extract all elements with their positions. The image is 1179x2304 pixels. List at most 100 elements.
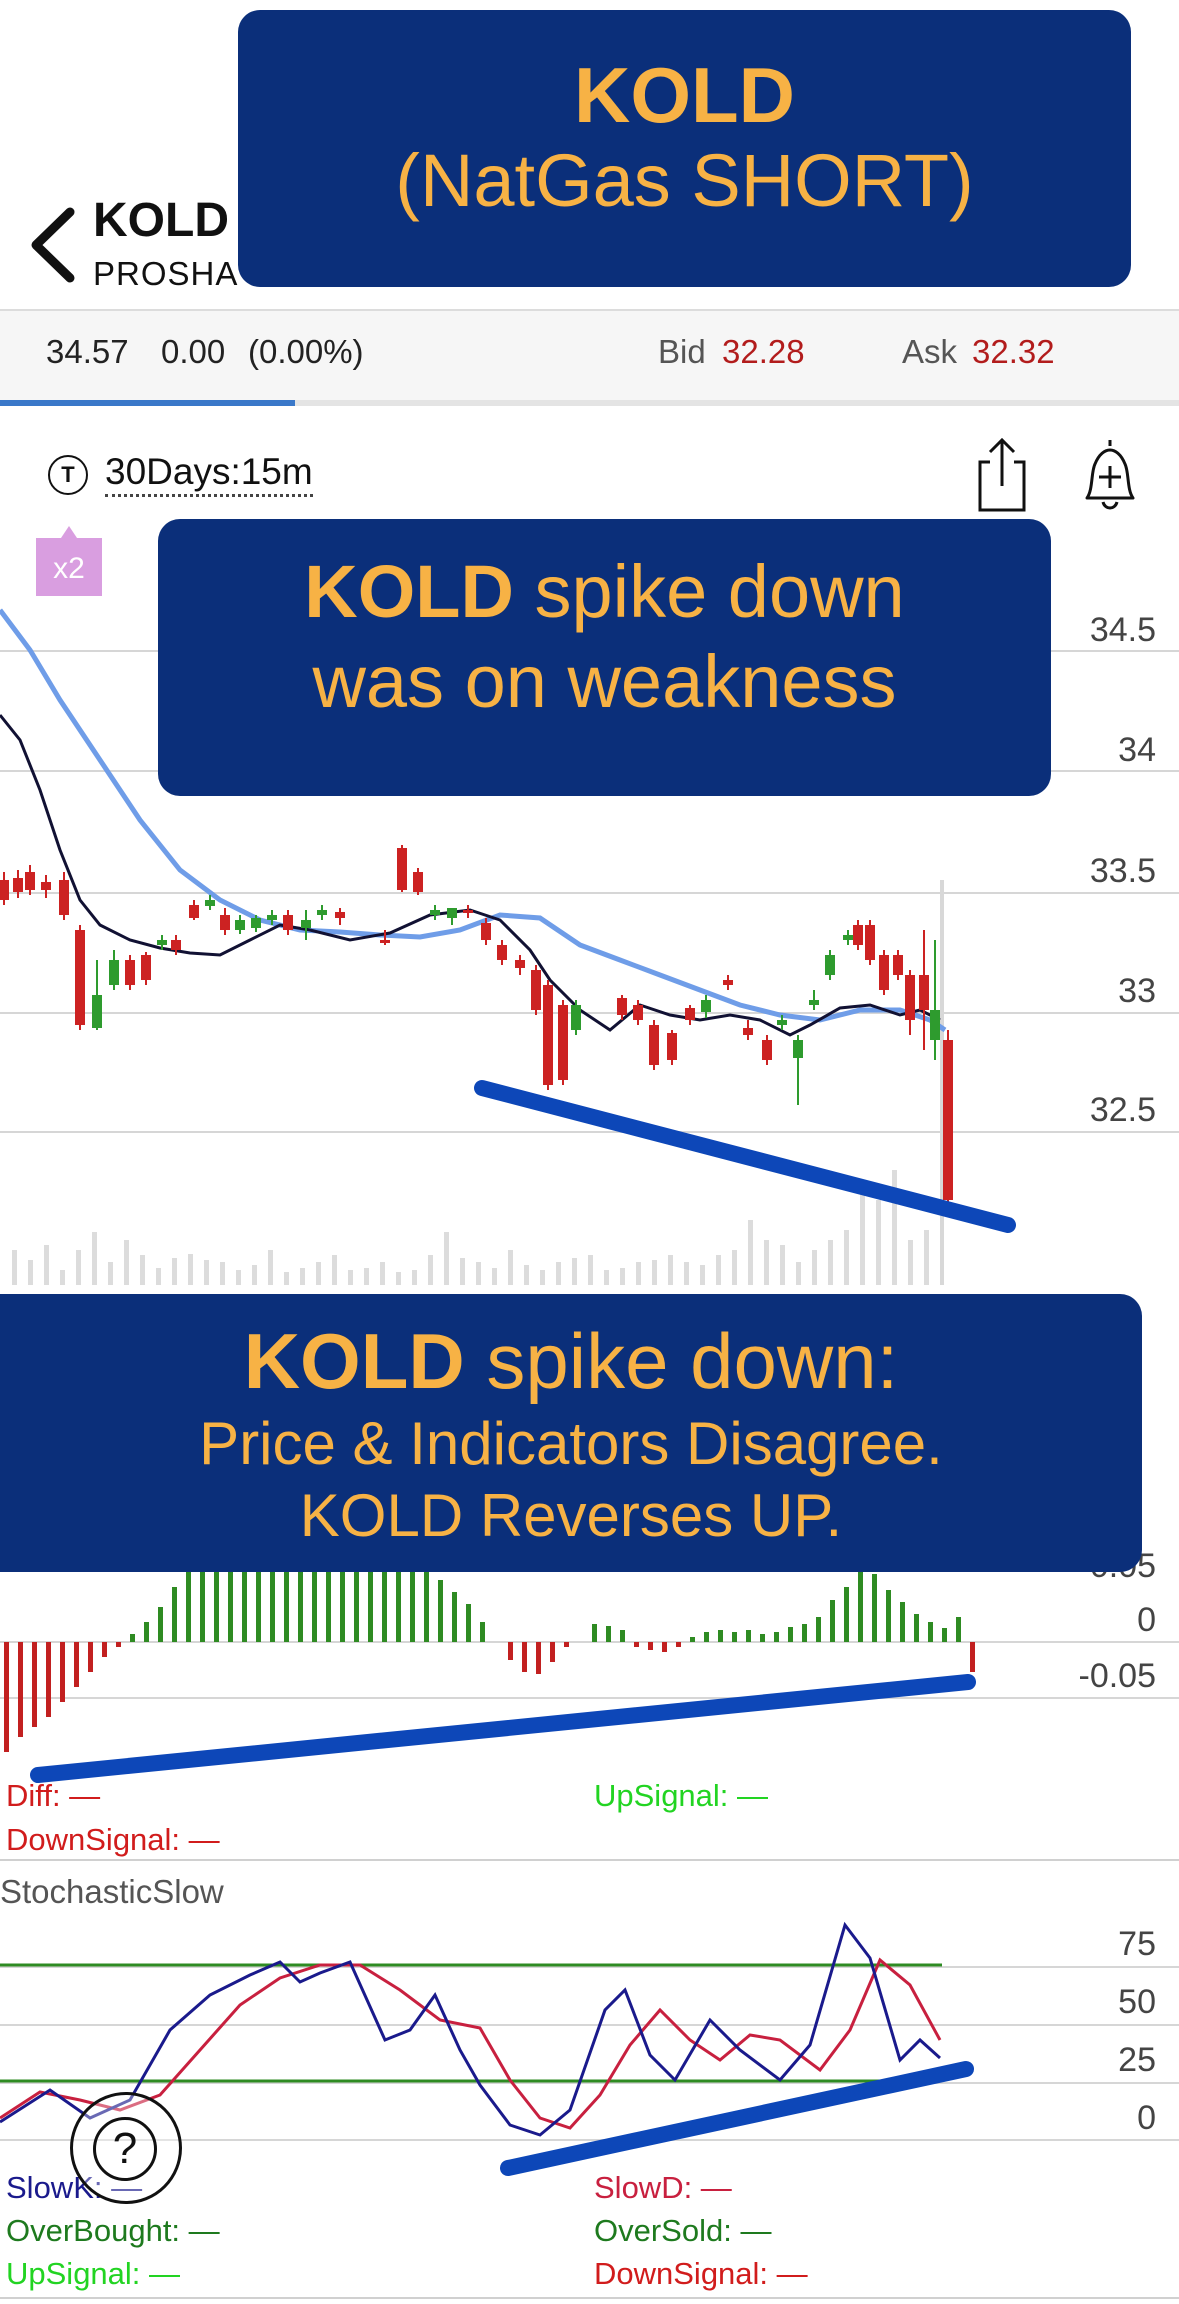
back-button[interactable] bbox=[22, 200, 82, 290]
volume-bar bbox=[828, 1240, 833, 1285]
candle-body bbox=[943, 1040, 953, 1200]
macd-bar bbox=[270, 1554, 275, 1642]
candle bbox=[515, 955, 525, 975]
volume-bar bbox=[812, 1250, 817, 1285]
macd-bar bbox=[900, 1602, 905, 1642]
candle-body bbox=[667, 1033, 677, 1060]
candle bbox=[205, 895, 215, 910]
candle-body bbox=[617, 998, 627, 1015]
candle-body bbox=[481, 923, 491, 940]
volume-bar bbox=[604, 1270, 609, 1285]
macd-legend-diff: Diff: — bbox=[6, 1778, 101, 1813]
candle bbox=[335, 908, 345, 925]
alert-button[interactable] bbox=[1075, 432, 1145, 516]
progress-indicator bbox=[0, 400, 295, 406]
candle-body bbox=[220, 915, 230, 930]
banner-weakness-line2: was on weakness bbox=[312, 640, 897, 723]
volume-bar bbox=[300, 1268, 305, 1285]
candle bbox=[825, 950, 835, 980]
candle-body bbox=[157, 940, 167, 945]
volume-bar bbox=[924, 1230, 929, 1285]
volume-bar bbox=[28, 1260, 33, 1285]
candle-body bbox=[919, 975, 929, 1010]
candle-body bbox=[413, 872, 423, 892]
volume-bar bbox=[732, 1250, 737, 1285]
candle-body bbox=[235, 920, 245, 930]
candle bbox=[59, 872, 69, 920]
volume-bar bbox=[220, 1262, 225, 1285]
bell-plus-icon bbox=[1085, 440, 1135, 510]
banner-disagree-line3: KOLD Reverses UP. bbox=[299, 1482, 843, 1549]
stoch-legend-oversold: OverSold: — bbox=[594, 2213, 772, 2248]
candle-body bbox=[283, 915, 293, 930]
candle bbox=[543, 980, 553, 1090]
macd-bar bbox=[956, 1617, 961, 1642]
volume-bar bbox=[140, 1255, 145, 1285]
macd-bar bbox=[830, 1600, 835, 1642]
candle-body bbox=[825, 955, 835, 975]
volume-bar bbox=[252, 1265, 257, 1285]
candle-body bbox=[335, 912, 345, 918]
share-button[interactable] bbox=[970, 432, 1034, 516]
candle-body bbox=[543, 985, 553, 1085]
volume-bar bbox=[444, 1232, 449, 1285]
price-axis-label: 32.5 bbox=[1089, 1091, 1156, 1129]
macd-bar bbox=[74, 1642, 79, 1687]
stoch-axis-label: 0 bbox=[1137, 2099, 1156, 2137]
candle bbox=[558, 1000, 568, 1085]
candle bbox=[220, 908, 230, 935]
candle-body bbox=[879, 955, 889, 990]
macd-bar bbox=[816, 1617, 821, 1642]
volume-bar bbox=[348, 1270, 353, 1285]
volume-bar bbox=[908, 1240, 913, 1285]
banner-weakness-symbol: KOLD bbox=[304, 550, 514, 633]
timezone-badge[interactable]: T bbox=[48, 455, 88, 495]
macd-axis-label: 0 bbox=[1137, 1601, 1156, 1639]
candle bbox=[157, 935, 167, 950]
macd-bar bbox=[4, 1642, 9, 1752]
candle-body bbox=[649, 1025, 659, 1065]
macd-bar bbox=[228, 1554, 233, 1642]
macd-legend-downsignal: DownSignal: — bbox=[6, 1822, 220, 1857]
candle-body bbox=[125, 960, 135, 985]
slowk-line bbox=[0, 1921, 942, 2137]
macd-bar bbox=[298, 1560, 303, 1642]
candle bbox=[125, 955, 135, 990]
volume-bar bbox=[236, 1270, 241, 1285]
macd-bar bbox=[620, 1630, 625, 1642]
candle-body bbox=[515, 960, 525, 968]
macd-bar bbox=[676, 1642, 681, 1647]
ask-label: Ask bbox=[902, 333, 958, 370]
candle bbox=[251, 915, 261, 932]
macd-bar bbox=[606, 1626, 611, 1642]
candle bbox=[447, 908, 457, 925]
candle-body bbox=[317, 910, 327, 915]
candle bbox=[41, 875, 51, 898]
candle bbox=[853, 920, 863, 950]
macd-bar bbox=[424, 1572, 429, 1642]
stoch-axis-label: 50 bbox=[1118, 1983, 1156, 2021]
period-selector[interactable]: 30Days:15m bbox=[105, 450, 313, 497]
candle bbox=[430, 905, 440, 920]
candle-body bbox=[930, 1010, 940, 1040]
candle bbox=[701, 995, 711, 1018]
volume-bar bbox=[476, 1262, 481, 1285]
macd-bar bbox=[732, 1632, 737, 1642]
macd-bar bbox=[32, 1642, 37, 1727]
volume-bar bbox=[76, 1250, 81, 1285]
candle-body bbox=[75, 930, 85, 1025]
macd-axis-label: -0.05 bbox=[1078, 1657, 1157, 1695]
candle-body bbox=[0, 880, 9, 900]
volume-bar bbox=[172, 1258, 177, 1285]
price-change: 0.00 bbox=[161, 333, 226, 370]
candle-body bbox=[380, 940, 390, 943]
candle bbox=[905, 970, 915, 1035]
help-button[interactable]: ? bbox=[70, 2092, 182, 2204]
candle bbox=[865, 920, 875, 965]
candle-body bbox=[793, 1040, 803, 1058]
candle bbox=[397, 845, 407, 892]
candle bbox=[762, 1035, 772, 1065]
stochastic-title: StochasticSlow bbox=[0, 1873, 224, 1910]
banner-weakness-text: spike down bbox=[513, 550, 905, 633]
